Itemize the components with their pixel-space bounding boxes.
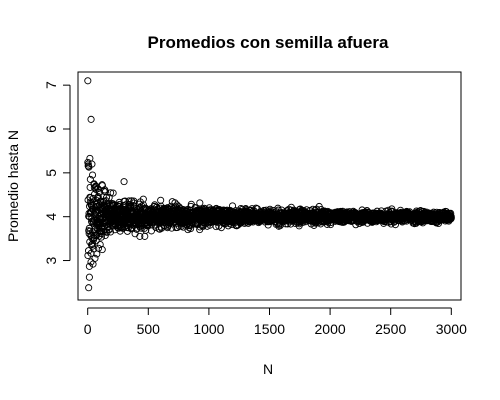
data-point [98, 246, 106, 254]
data-points [84, 77, 455, 292]
data-point [87, 241, 95, 249]
y-axis-label: Promedio hasta N [5, 130, 21, 242]
data-point [107, 189, 115, 197]
x-tick-label: 1500 [254, 321, 285, 337]
data-point [85, 284, 93, 292]
y-tick-label: 3 [43, 256, 59, 264]
data-point [109, 189, 117, 197]
data-point [85, 262, 93, 270]
x-tick-label: 500 [137, 321, 161, 337]
x-tick-label: 2000 [315, 321, 346, 337]
data-point [106, 228, 115, 236]
data-point [89, 194, 97, 203]
chart-title: Promedios con semilla afuera [148, 33, 389, 52]
data-point [157, 196, 165, 204]
x-axis-label: N [263, 361, 273, 377]
data-point [228, 202, 237, 210]
data-point [89, 201, 97, 210]
plot-frame [77, 71, 462, 301]
data-point [87, 115, 95, 123]
x-axis: 0 500 1000 1500 2000 2500 3000 [84, 307, 467, 337]
data-point [98, 230, 106, 238]
data-point [90, 245, 98, 253]
data-point [105, 194, 113, 202]
data-point [84, 77, 92, 85]
data-point [86, 227, 94, 235]
data-point [147, 227, 155, 235]
data-point [87, 209, 95, 217]
y-tick-label: 5 [43, 169, 59, 177]
data-point [171, 199, 179, 207]
data-point [128, 197, 136, 205]
y-tick-label: 7 [43, 81, 59, 89]
x-tick-label: 1000 [193, 321, 224, 337]
data-point [120, 178, 128, 186]
data-point [102, 194, 111, 202]
data-point [168, 224, 176, 232]
x-tick-label: 3000 [436, 321, 467, 337]
y-tick-label: 4 [43, 213, 59, 221]
data-point [87, 258, 95, 266]
y-axis: 3 4 5 6 7 [43, 81, 71, 264]
x-tick-label: 0 [84, 321, 92, 337]
data-point [130, 199, 138, 207]
data-point [196, 199, 204, 207]
y-tick-label: 6 [43, 125, 59, 133]
data-point [94, 244, 103, 252]
data-point [85, 273, 93, 281]
x-tick-label: 2500 [375, 321, 406, 337]
